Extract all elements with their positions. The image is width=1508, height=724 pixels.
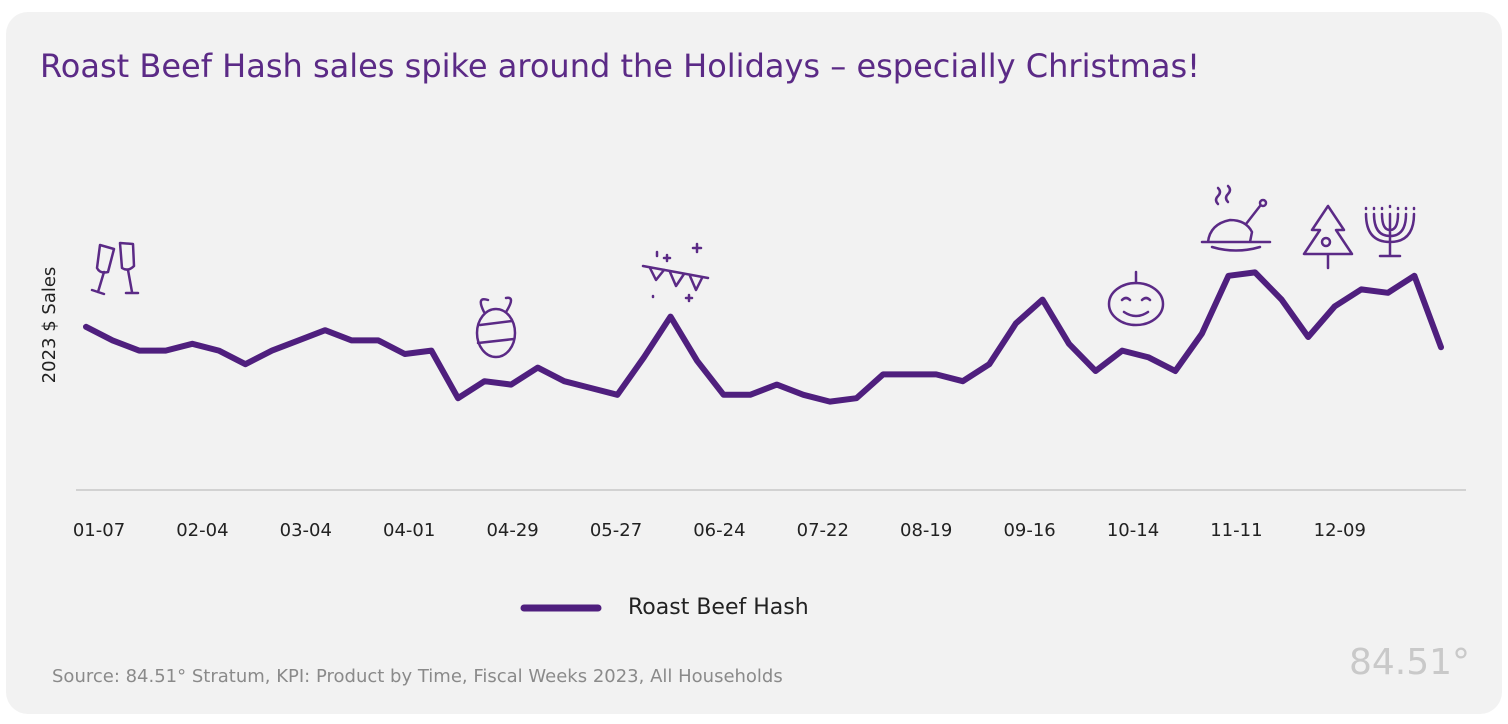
y-axis-label: 2023 $ Sales: [39, 267, 60, 384]
x-tick-label: 04-01: [383, 520, 435, 541]
x-tick-label: 03-04: [280, 520, 332, 541]
logo: 84.51°: [1349, 642, 1470, 683]
menorah-icon: [1364, 204, 1416, 258]
x-tick-label: 08-19: [900, 520, 952, 541]
x-tick-label: 04-29: [486, 520, 538, 541]
champagne-icon: [90, 241, 140, 296]
turkey-icon: [1200, 184, 1272, 252]
x-tick-label: 06-24: [693, 520, 745, 541]
easter-icon: [475, 296, 517, 359]
x-tick-label: 12-09: [1314, 520, 1366, 541]
series-line: [83, 269, 1444, 405]
x-tick-label: 02-04: [176, 520, 228, 541]
tree-icon: [1302, 204, 1354, 270]
x-tick-label: 07-22: [797, 520, 849, 541]
chart-title: Roast Beef Hash sales spike around the H…: [40, 47, 1200, 85]
x-tick-label: 09-16: [1003, 520, 1055, 541]
x-tick-label: 05-27: [590, 520, 642, 541]
source-note: Source: 84.51° Stratum, KPI: Product by …: [52, 666, 783, 687]
pride-icon: [641, 242, 710, 303]
x-tick-label: 01-07: [73, 520, 125, 541]
x-tick-label: 10-14: [1107, 520, 1159, 541]
legend-label: Roast Beef Hash: [628, 595, 809, 620]
x-tick-label: 11-11: [1210, 520, 1262, 541]
pumpkin-icon: [1107, 270, 1165, 327]
card: [6, 12, 1502, 714]
